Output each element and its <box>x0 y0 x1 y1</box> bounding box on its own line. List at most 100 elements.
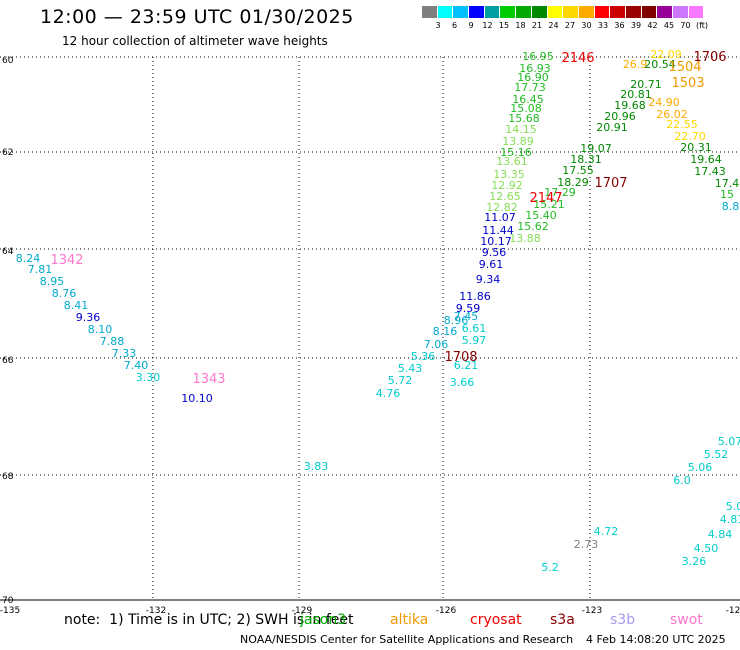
wave-height-value: 16.90 <box>517 71 549 84</box>
satellite-swot: swot <box>670 612 703 628</box>
wave-height-value: 26.9 <box>623 58 648 71</box>
wave-height-value: 26.02 <box>656 108 688 121</box>
legend-swatch <box>610 6 626 18</box>
legend-label: 27 <box>564 21 576 30</box>
wave-height-value: 6.21 <box>454 359 479 372</box>
wave-height-value: 18.31 <box>570 153 602 166</box>
wave-height-value: 14.15 <box>505 123 537 136</box>
wave-height-value: 3.83 <box>304 460 329 473</box>
legend-swatch <box>578 6 595 18</box>
legend-label: 45 <box>663 21 675 30</box>
wave-height-value: 7.45 <box>454 310 479 323</box>
lon-label: -132 <box>146 606 166 616</box>
legend-swatch <box>437 6 454 18</box>
legend-label: 70 <box>680 21 691 30</box>
wave-height-value: 8.24 <box>16 252 41 265</box>
lon-label: -126 <box>436 606 457 616</box>
wave-height-value: 19.07 <box>580 142 612 155</box>
legend-swatch <box>453 6 470 18</box>
wave-height-value: 13.89 <box>502 135 534 148</box>
lon-label: -129 <box>292 606 313 616</box>
wave-height-value: 19.68 <box>614 99 646 112</box>
legend-swatch <box>657 6 673 18</box>
legend-swatch <box>547 6 564 18</box>
wave-height-value: 3.66 <box>450 376 475 389</box>
wave-height-value: 7.06 <box>424 338 449 351</box>
wave-height-value: 22.55 <box>666 118 698 131</box>
wave-height-value: 9.34 <box>476 273 501 286</box>
wave-height-value: 5.36 <box>411 350 436 363</box>
wave-height-value: 7.81 <box>28 263 53 276</box>
wave-height-value: 5.43 <box>398 362 423 375</box>
wave-height-value: 8.95 <box>40 275 65 288</box>
legend-label: (ft) <box>695 21 709 30</box>
lon-label: -12 <box>726 606 740 616</box>
wave-height-value: 22.70 <box>674 130 706 143</box>
wave-height-value: 8.16 <box>433 325 458 338</box>
wave-height-value: 17.4 <box>715 177 740 190</box>
wave-height-value: 20.81 <box>620 88 652 101</box>
legend-label: 39 <box>630 21 642 30</box>
legend-label: 6 <box>451 21 458 30</box>
legend-swatch <box>594 6 611 18</box>
wave-height-value: 18.29 <box>557 176 589 189</box>
wave-height-value: 17.43 <box>694 165 726 178</box>
wave-height-value: 11.86 <box>459 290 491 303</box>
wave-height-value: 9.36 <box>76 311 101 324</box>
legend-swatch <box>531 6 548 18</box>
wave-height-value: 20.54 <box>644 58 676 71</box>
lat-label: 66 <box>2 356 14 366</box>
wave-height-value: 10.17 <box>480 235 512 248</box>
pass-time-label: 1707 <box>594 176 627 191</box>
satellite-s3a: s3a <box>550 612 575 628</box>
legend-label: 12 <box>482 21 493 30</box>
satellite-jason3: jason3 <box>300 612 347 628</box>
wave-height-value: 19.64 <box>690 153 722 166</box>
lon-label: -135 <box>0 606 20 616</box>
wave-height-value: 13.35 <box>493 168 525 181</box>
legend-label: 30 <box>581 21 592 30</box>
legend-label: 9 <box>468 21 474 30</box>
wave-height-value: 3.30 <box>136 371 161 384</box>
lat-label: 64 <box>2 247 14 257</box>
page-subtitle: 12 hour collection of altimeter wave hei… <box>62 34 328 48</box>
wave-height-value: 16.93 <box>519 62 551 75</box>
lat-label: 62 <box>2 148 13 158</box>
wave-height-value: 7.88 <box>100 335 125 348</box>
wave-height-value: 4.81 <box>720 513 740 526</box>
note-text: note: 1) Time is in UTC; 2) SWH is in fe… <box>64 612 354 628</box>
lat-label: 68 <box>2 472 14 482</box>
wave-height-value: 15.16 <box>500 146 532 159</box>
wave-height-value: 11.44 <box>482 224 514 237</box>
legend-label: 33 <box>597 21 609 30</box>
legend-label: 15 <box>498 21 510 30</box>
wave-height-value: 24.90 <box>648 96 680 109</box>
satellite-altika: altika <box>390 612 429 628</box>
wave-height-value: 6.0 <box>673 474 691 487</box>
wave-height-value: 17.29 <box>544 186 576 199</box>
wave-height-value: 15.08 <box>510 102 542 115</box>
wave-height-value: 5.72 <box>388 374 413 387</box>
legend-swatch <box>422 6 438 18</box>
legend-swatch <box>469 6 485 18</box>
map-grid <box>0 56 740 601</box>
lon-label: -123 <box>582 606 602 616</box>
wave-height-value: 4.76 <box>376 387 401 400</box>
wave-height-value: 12.82 <box>486 201 518 214</box>
wave-height-value: 15.40 <box>525 209 557 222</box>
wave-height-value: 16.95 <box>522 50 554 63</box>
color-legend-labels: 3 6 9 12 15 18 21 24 27 30 33 36 39 42 45 70 (ft) <box>422 21 736 33</box>
legend-swatch <box>704 6 721 18</box>
wave-height-value: 9.61 <box>479 258 504 271</box>
wave-height-value: 5.08 <box>726 500 740 513</box>
pass-time-label: 2147 <box>529 191 562 206</box>
wave-height-value: 4.72 <box>594 525 619 538</box>
legend-swatch <box>484 6 501 18</box>
wave-height-value: 8.10 <box>88 323 113 336</box>
wave-height-value: 5.2 <box>541 561 559 574</box>
wave-height-value: 8.96 <box>444 314 469 327</box>
pass-time-label: 1503 <box>671 76 704 91</box>
legend-swatch <box>673 6 689 18</box>
lat-label: 60 <box>2 56 14 66</box>
